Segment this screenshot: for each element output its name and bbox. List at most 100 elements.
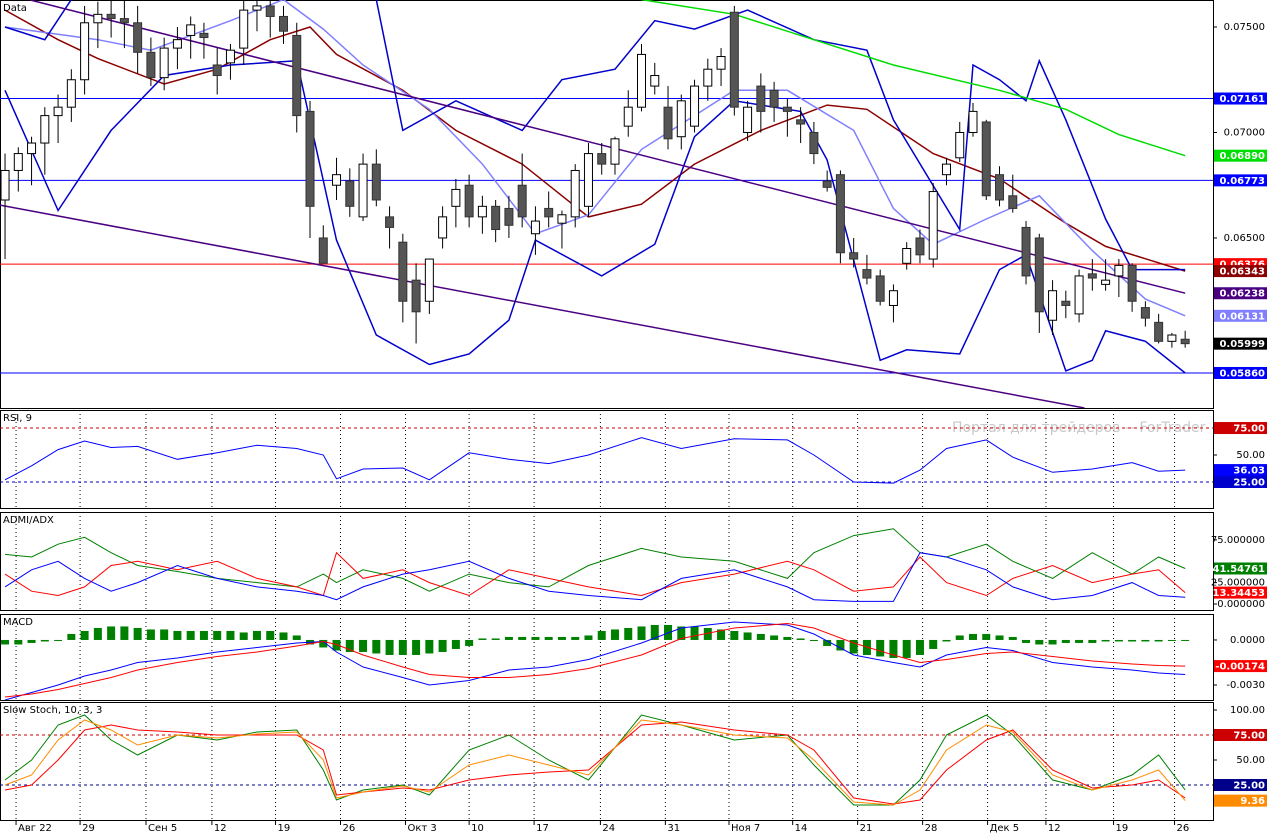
candle-body	[1154, 321, 1164, 342]
price-tag-label: 0.06890	[1219, 151, 1265, 162]
histogram-bar	[1167, 639, 1176, 641]
histogram-bar	[1114, 639, 1123, 642]
candle-body	[0, 169, 10, 201]
candle-body	[1021, 226, 1031, 277]
histogram-bar	[1022, 639, 1031, 643]
indicator-line	[0, 204, 1085, 408]
histogram-bar	[1141, 639, 1150, 642]
histogram-bar	[160, 629, 169, 640]
histogram-bar	[955, 635, 964, 640]
indicator-line	[4, 721, 1186, 805]
histogram-bar	[491, 638, 500, 640]
price-tag	[1214, 149, 1267, 162]
candle-body	[1074, 275, 1084, 315]
candle-body	[411, 279, 421, 313]
candle-body	[66, 79, 76, 108]
candle-body	[93, 13, 103, 24]
candle-body	[955, 131, 965, 159]
price-tag	[1214, 337, 1267, 350]
histogram-bar	[451, 639, 460, 649]
price-tag	[1214, 366, 1267, 379]
histogram-bar	[80, 630, 89, 640]
level-tag-label: 25.00	[1233, 477, 1265, 488]
level-tag	[1214, 422, 1267, 435]
candle-body	[106, 13, 116, 20]
histogram-bar	[968, 633, 977, 640]
x-tick-label: 24	[602, 823, 615, 834]
candle-body	[186, 24, 196, 36]
candle-body	[1034, 237, 1044, 313]
candle-body	[252, 5, 262, 11]
x-tick-label: 12	[1048, 823, 1061, 834]
histogram-bar	[478, 638, 487, 640]
pane-plot: Портал для трейдеров -- ForTrader	[0, 410, 1213, 508]
price-tag-label: 0.06343	[1219, 267, 1265, 278]
candle-body	[968, 110, 978, 133]
histogram-bar	[584, 635, 593, 640]
histogram-bar	[186, 630, 195, 640]
histogram-bar	[942, 639, 951, 642]
histogram-bar	[1181, 639, 1190, 641]
histogram-bar	[133, 627, 142, 640]
histogram-bar	[504, 636, 513, 640]
histogram-bar	[40, 639, 49, 642]
candle-body	[809, 131, 819, 155]
candle-body	[729, 11, 739, 108]
histogram-bar	[67, 633, 76, 640]
y-tick-label: 0.000000	[1217, 599, 1265, 610]
candle-body	[13, 153, 23, 171]
histogram-bar	[359, 639, 368, 652]
candle-body	[557, 214, 567, 224]
histogram-bar	[199, 630, 208, 640]
candle-body	[637, 53, 647, 108]
candle-body	[199, 32, 209, 39]
candle-body	[504, 207, 514, 226]
candle-body	[438, 216, 448, 239]
histogram-bar	[624, 627, 633, 640]
price-tag-label: 0.05860	[1219, 368, 1265, 379]
candle-body	[225, 49, 235, 64]
histogram-bar	[279, 632, 288, 640]
histogram-bar	[120, 626, 129, 640]
pane	[0, 614, 1214, 701]
histogram-bar	[730, 630, 739, 640]
price-tag	[1214, 174, 1267, 187]
candle-body	[597, 153, 607, 165]
histogram-bar	[637, 626, 646, 640]
histogram-bar	[783, 636, 792, 640]
histogram-bar	[849, 639, 858, 654]
histogram-bar	[1075, 639, 1084, 643]
indicator-line	[4, 552, 1186, 602]
histogram-bar	[438, 639, 447, 652]
candle-body	[424, 258, 434, 302]
candle-body	[650, 75, 660, 87]
level-tag	[1214, 729, 1267, 741]
histogram-bar	[809, 639, 818, 641]
histogram-bar	[756, 633, 765, 640]
pane	[0, 410, 1214, 509]
histogram-bar	[982, 633, 991, 640]
histogram-bar	[1061, 639, 1070, 643]
price-tag-label: 0.06773	[1219, 176, 1265, 187]
pane	[0, 702, 1214, 821]
candle-body	[756, 85, 766, 112]
indicator-line	[4, 622, 1186, 698]
indicator-line	[4, 9, 1186, 272]
histogram-bar	[319, 639, 328, 648]
y-tick-label: -0.0030	[1226, 680, 1265, 691]
candle-body	[928, 191, 938, 260]
histogram-bar	[743, 632, 752, 640]
candle-body	[583, 153, 593, 207]
price-tag-label: -0.00174	[1215, 662, 1265, 673]
price-tag	[1214, 287, 1267, 300]
candle-body	[743, 106, 753, 133]
y-tick-label: 75.000000	[1211, 535, 1265, 546]
pane	[0, 0, 1214, 409]
candle-body	[981, 121, 991, 197]
histogram-bar	[1128, 639, 1137, 642]
candle-body	[875, 275, 885, 302]
y-tick-label: 50.00	[1236, 755, 1265, 766]
candle-body	[663, 106, 673, 140]
candle-body	[53, 106, 63, 117]
